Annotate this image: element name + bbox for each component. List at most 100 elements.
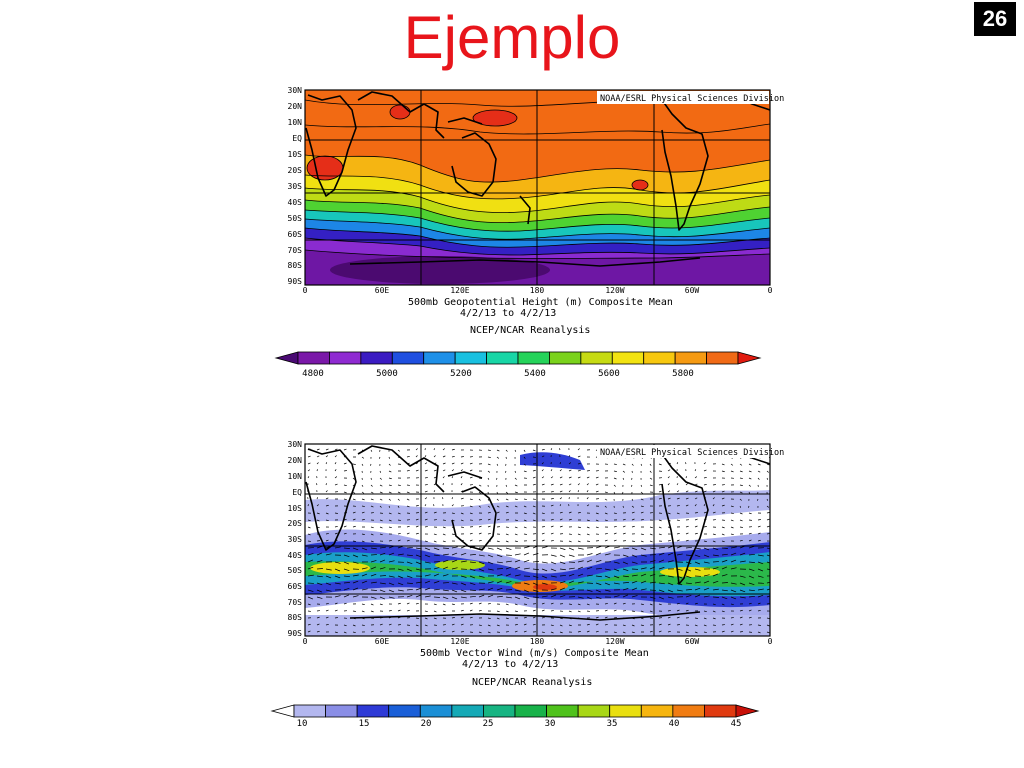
wind-vector xyxy=(469,469,473,472)
wind-vector xyxy=(613,525,617,528)
wind-vector xyxy=(370,596,377,599)
colorbar-swatch xyxy=(419,704,453,718)
wind-vector xyxy=(541,575,548,579)
wind-vector xyxy=(685,546,692,549)
map-caption-source: NCEP/NCAR Reanalysis xyxy=(470,325,590,336)
wind-vector xyxy=(640,573,647,577)
wind-vector xyxy=(469,582,476,585)
wind-vector xyxy=(451,623,455,626)
wind-vector xyxy=(622,624,626,627)
vector-wind-map xyxy=(305,444,770,636)
wind-vector xyxy=(514,596,521,600)
wind-vector xyxy=(559,462,561,465)
wind-vector xyxy=(388,560,395,563)
wind-vector xyxy=(559,469,562,472)
wind-vector xyxy=(658,490,662,493)
wind-vector xyxy=(469,505,473,508)
wind-vector xyxy=(748,484,751,487)
wind-vector xyxy=(397,589,404,592)
wind-vector xyxy=(397,498,400,501)
wind-vector xyxy=(388,610,392,612)
colorbar-swatch xyxy=(297,351,330,365)
wind-vector xyxy=(316,596,323,599)
wind-vector xyxy=(622,491,624,494)
wind-vector xyxy=(532,519,536,522)
wind-vector xyxy=(622,631,626,634)
wind-vector xyxy=(550,588,557,591)
wind-vector xyxy=(640,617,644,620)
wind-vector xyxy=(667,469,671,472)
wind-vector xyxy=(379,498,383,501)
lat-label: 20N xyxy=(288,102,303,111)
wind-vector xyxy=(514,526,518,529)
colorbar-swatch xyxy=(640,704,674,718)
wind-vector xyxy=(604,512,608,515)
wind-vector xyxy=(379,623,383,626)
wind-vector xyxy=(649,484,653,487)
wind-vector xyxy=(325,512,329,515)
wind-vector xyxy=(451,497,453,500)
wind-vector xyxy=(649,463,652,466)
wind-vector xyxy=(658,582,665,585)
wind-vector xyxy=(352,624,356,627)
wind-vector xyxy=(424,617,428,620)
wind-vector xyxy=(424,518,428,521)
wind-vector xyxy=(406,568,413,572)
lat-label: 50S xyxy=(288,566,303,575)
wind-vector xyxy=(685,554,692,556)
wind-vector xyxy=(685,497,689,500)
wind-vector xyxy=(451,552,458,556)
wind-vector xyxy=(577,566,584,570)
wind-vector xyxy=(388,552,395,556)
wind-vector xyxy=(613,631,617,634)
wind-vector xyxy=(451,546,458,549)
wind-vector xyxy=(505,610,509,613)
wind-vector xyxy=(370,463,372,466)
wind-vector xyxy=(685,490,689,493)
wind-vector xyxy=(352,595,359,598)
wind-vector xyxy=(352,547,359,551)
wind-vector xyxy=(694,602,698,605)
wind-vector xyxy=(307,566,314,570)
wind-vector xyxy=(307,553,314,556)
colorbar-swatch xyxy=(486,351,519,365)
wind-vector xyxy=(505,566,512,570)
wind-vector xyxy=(667,483,670,486)
wind-vector xyxy=(595,596,602,599)
wind-vector xyxy=(541,609,545,612)
wind-vector xyxy=(460,476,463,479)
wind-vector xyxy=(361,484,364,487)
colorbar-label: 25 xyxy=(483,719,494,729)
colorbar-label: 4800 xyxy=(302,369,324,379)
wind-vector xyxy=(586,526,590,529)
geopotential-height-map xyxy=(305,90,770,285)
wind-vector xyxy=(550,631,554,634)
wind-vector xyxy=(748,463,752,466)
wind-vector xyxy=(451,462,455,465)
colorbar-label: 5400 xyxy=(524,369,546,379)
wind-vector xyxy=(730,470,734,473)
wind-vector xyxy=(766,603,770,605)
wind-vector xyxy=(370,526,374,529)
wind-vector xyxy=(325,589,332,592)
map-credit: NOAA/ESRL Physical Sciences Division xyxy=(600,94,784,104)
wind-vector xyxy=(694,532,698,535)
wind-vector xyxy=(307,519,311,522)
wind-vector xyxy=(577,462,581,465)
lat-label: 80S xyxy=(288,261,303,270)
wind-vector xyxy=(721,463,725,466)
wind-vector xyxy=(352,477,355,480)
wind-vector xyxy=(343,470,347,472)
wind-vector xyxy=(577,560,584,563)
wind-vector xyxy=(496,554,503,558)
wind-vector xyxy=(712,610,716,613)
wind-vector xyxy=(460,623,464,626)
wind-vector xyxy=(442,462,446,465)
wind-vector xyxy=(379,589,386,593)
wind-vector xyxy=(658,533,662,536)
colorbar-swatch xyxy=(423,351,456,365)
wind-vector xyxy=(451,533,455,535)
wind-vector xyxy=(406,582,413,584)
wind-vector xyxy=(460,483,463,486)
wind-vector xyxy=(370,505,374,508)
